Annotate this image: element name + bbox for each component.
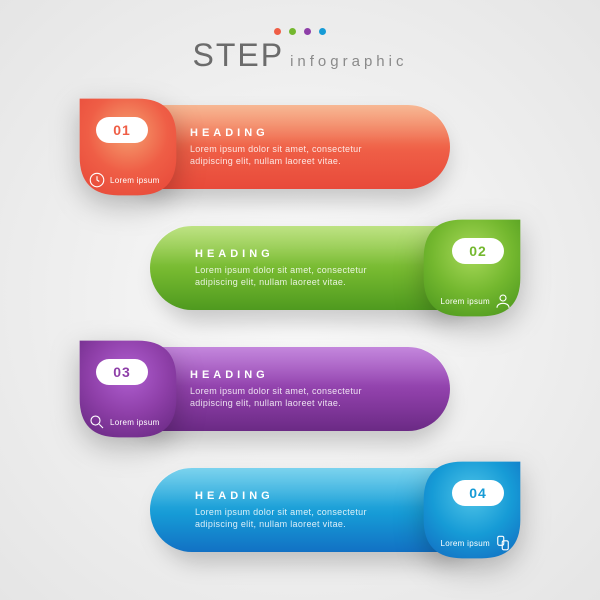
step-heading: HEADING <box>190 127 390 139</box>
dot-1 <box>274 28 281 35</box>
title-step: STEP <box>193 37 285 74</box>
step-number-pill: 01 <box>96 117 148 143</box>
step-04: HEADING Lorem ipsum dolor sit amet, conse… <box>0 468 600 571</box>
step-heading: HEADING <box>195 248 370 260</box>
dot-3 <box>304 28 311 35</box>
step-body: Lorem ipsum dolor sit amet, consectetur … <box>190 385 390 409</box>
steps-stage: HEADING Lorem ipsum dolor sit amet, conse… <box>0 105 600 589</box>
step-02: HEADING Lorem ipsum dolor sit amet, conse… <box>0 226 600 329</box>
step-heading: HEADING <box>190 369 390 381</box>
link-icon <box>494 534 512 552</box>
dot-4 <box>319 28 326 35</box>
title-block: STEP infographic <box>0 28 600 74</box>
brand-dots <box>0 28 600 35</box>
step-number-pill: 04 <box>452 480 504 506</box>
drop-label: Lorem ipsum <box>110 176 160 185</box>
step-body: Lorem ipsum dolor sit amet, consectetur … <box>195 506 370 530</box>
step-number: 03 <box>113 364 131 380</box>
step-01: HEADING Lorem ipsum dolor sit amet, conse… <box>0 105 600 208</box>
user-icon <box>494 292 512 310</box>
step-body: Lorem ipsum dolor sit amet, consectetur … <box>195 264 370 288</box>
step-number-pill: 03 <box>96 359 148 385</box>
drop-label: Lorem ipsum <box>440 539 490 548</box>
step-number: 04 <box>469 485 487 501</box>
step-drop: 03 Lorem ipsum <box>70 331 186 447</box>
drop-label: Lorem ipsum <box>440 297 490 306</box>
drop-label: Lorem ipsum <box>110 418 160 427</box>
step-body: Lorem ipsum dolor sit amet, consectetur … <box>190 143 390 167</box>
dot-2 <box>289 28 296 35</box>
step-number: 02 <box>469 243 487 259</box>
step-drop: 04 Lorem ipsum <box>414 452 530 568</box>
step-drop: 01 Lorem ipsum <box>70 89 186 205</box>
step-number: 01 <box>113 122 131 138</box>
step-03: HEADING Lorem ipsum dolor sit amet, conse… <box>0 347 600 450</box>
step-drop: 02 Lorem ipsum <box>414 210 530 326</box>
search-icon <box>88 413 106 431</box>
step-number-pill: 02 <box>452 238 504 264</box>
step-heading: HEADING <box>195 490 370 502</box>
title-infographic: infographic <box>290 53 407 70</box>
clock-icon <box>88 171 106 189</box>
